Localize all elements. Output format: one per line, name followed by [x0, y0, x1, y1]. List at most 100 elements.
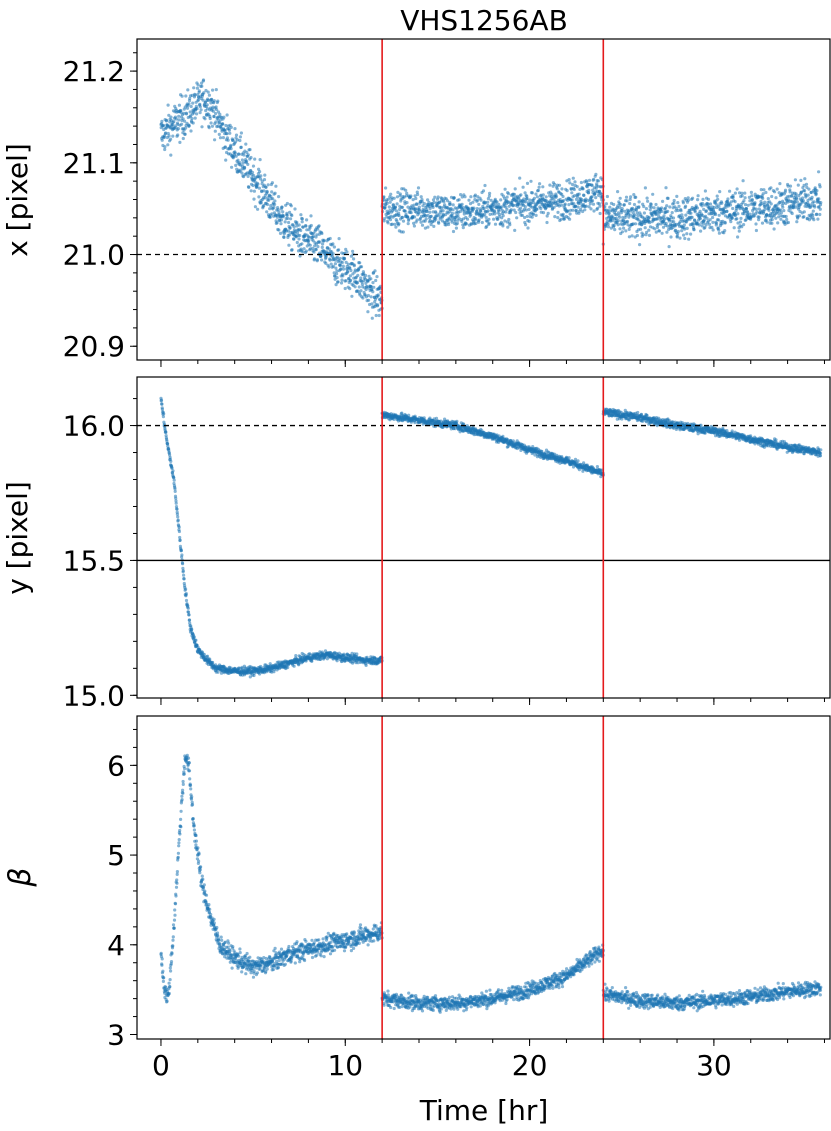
data-point	[700, 204, 704, 208]
data-point	[414, 207, 418, 211]
data-point	[172, 478, 176, 482]
data-point	[481, 189, 486, 193]
data-point	[295, 240, 299, 245]
data-point	[743, 203, 748, 207]
data-point	[242, 153, 246, 157]
data-point	[274, 184, 278, 188]
data-point	[595, 465, 600, 469]
data-point	[486, 197, 490, 201]
data-point	[529, 179, 533, 183]
data-point	[351, 249, 355, 253]
data-point	[487, 194, 491, 198]
data-point	[292, 225, 296, 229]
data-point	[581, 187, 585, 191]
data-point	[213, 129, 217, 133]
data-point	[717, 204, 721, 208]
data-point	[746, 203, 750, 207]
data-point	[360, 282, 364, 286]
data-point	[469, 195, 473, 199]
data-point	[807, 187, 811, 191]
data-point	[525, 214, 529, 218]
data-point	[760, 221, 765, 225]
data-point	[508, 223, 512, 227]
data-point	[572, 187, 576, 192]
data-point	[498, 213, 502, 217]
data-point	[682, 223, 686, 227]
data-point	[419, 220, 423, 224]
data-point	[173, 489, 177, 493]
data-point	[463, 195, 467, 199]
data-point	[707, 222, 712, 226]
data-point	[407, 217, 411, 221]
data-point	[676, 208, 680, 213]
data-point	[634, 195, 638, 199]
data-point	[422, 416, 426, 420]
data-point	[784, 214, 788, 219]
data-point	[699, 423, 703, 427]
data-point	[572, 194, 577, 198]
data-point	[742, 223, 746, 227]
data-point	[747, 195, 752, 199]
data-point	[215, 108, 219, 112]
data-point	[311, 234, 316, 238]
data-point	[790, 211, 794, 216]
data-point	[538, 182, 542, 186]
data-point	[160, 138, 164, 142]
data-point	[268, 215, 272, 219]
data-point	[453, 219, 457, 223]
data-point	[492, 217, 496, 221]
data-point	[525, 181, 530, 185]
data-point	[529, 201, 533, 205]
data-point	[193, 116, 197, 120]
data-point	[480, 220, 484, 225]
data-point	[630, 234, 634, 238]
data-point	[198, 111, 202, 115]
data-point	[174, 499, 178, 503]
data-point	[417, 211, 421, 215]
data-point	[815, 189, 819, 193]
data-point	[458, 209, 462, 214]
data-point	[344, 279, 348, 283]
data-point	[188, 621, 192, 625]
data-point	[286, 229, 290, 233]
data-point	[612, 202, 616, 207]
data-point	[513, 187, 517, 191]
data-point	[666, 196, 670, 200]
data-point	[717, 213, 721, 217]
data-point	[229, 147, 233, 151]
data-point	[701, 197, 705, 201]
data-point	[345, 250, 349, 254]
data-point	[224, 158, 228, 162]
data-point	[651, 192, 655, 196]
data-point	[431, 198, 436, 202]
data-point	[301, 250, 305, 254]
data-point	[210, 124, 214, 128]
data-point	[178, 140, 182, 144]
data-point	[400, 215, 404, 219]
data-point	[246, 153, 250, 157]
data-point	[797, 214, 802, 218]
data-point	[183, 132, 187, 136]
data-point	[662, 217, 667, 221]
data-point	[777, 215, 781, 219]
data-point	[629, 195, 633, 199]
data-point	[201, 78, 206, 82]
data-point	[328, 236, 332, 241]
data-point	[473, 193, 477, 197]
data-point	[378, 284, 382, 288]
data-point	[643, 226, 647, 230]
data-point	[179, 548, 183, 553]
data-point	[281, 214, 286, 218]
data-point	[815, 212, 819, 216]
data-point	[221, 122, 225, 126]
data-point	[288, 226, 292, 230]
data-point	[757, 218, 761, 222]
data-point	[213, 138, 217, 142]
data-point	[164, 430, 168, 434]
data-point	[590, 199, 595, 203]
data-point	[166, 103, 170, 107]
data-point	[575, 185, 579, 189]
data-point	[535, 207, 539, 211]
data-point	[802, 215, 806, 219]
data-point	[386, 221, 390, 225]
